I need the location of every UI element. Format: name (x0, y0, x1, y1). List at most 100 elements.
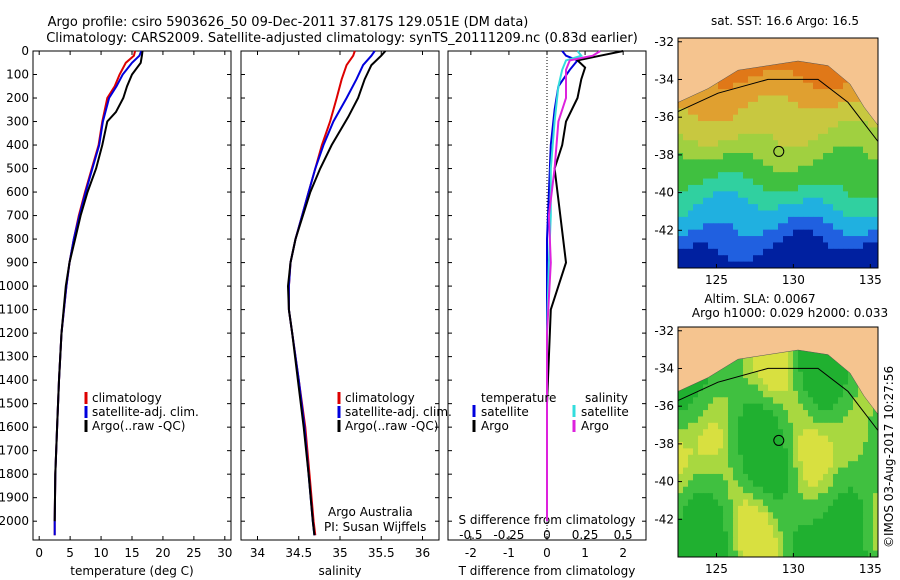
map-cell (843, 153, 849, 160)
map-cell (693, 473, 699, 481)
map-cell (848, 165, 854, 173)
map-cell (758, 358, 764, 366)
map-cell (818, 197, 824, 205)
map-cell (678, 261, 684, 269)
map-cell (768, 191, 774, 199)
map-cell (768, 473, 774, 481)
map-cell (718, 242, 724, 250)
map-cell (753, 153, 759, 160)
map-cell (848, 153, 854, 160)
map-cell (723, 467, 729, 475)
map-cell (858, 410, 864, 417)
pi-text: PI: Susan Wijffels (324, 520, 426, 534)
map-cell (718, 371, 724, 379)
map-cell (828, 133, 834, 141)
map-cell (798, 89, 804, 96)
map-cell (753, 461, 759, 468)
map-cell (863, 429, 869, 437)
map-cell (773, 544, 779, 552)
map-cell (743, 172, 749, 179)
map-cell (873, 435, 879, 443)
map-cell (718, 493, 724, 500)
map-cell (833, 184, 839, 192)
map-cell (808, 544, 814, 552)
map-y-tick-label: -32 (654, 324, 674, 338)
map-cell (678, 429, 684, 437)
map-cell (828, 397, 834, 405)
map-cell (783, 429, 789, 437)
map-cell (713, 146, 719, 154)
map-cell (703, 146, 709, 154)
map-cell (853, 480, 859, 488)
map-cell (688, 159, 694, 167)
map-cell (763, 95, 769, 103)
map-cell (843, 178, 849, 186)
map-cell (808, 531, 814, 539)
difference-xlabel: T difference from climatology (458, 564, 636, 578)
map-cell (803, 473, 809, 481)
map-cell (683, 127, 689, 135)
map-cell (773, 518, 779, 526)
map-cell (793, 223, 799, 231)
map-cell (698, 204, 704, 211)
map-cell (803, 184, 809, 192)
map-cell (863, 121, 869, 128)
map-cell (848, 236, 854, 243)
map-cell (783, 499, 789, 507)
map-cell (703, 101, 709, 109)
map-cell (738, 255, 744, 263)
map-cell (793, 204, 799, 211)
map-cell (863, 518, 869, 526)
map-cell (853, 410, 859, 417)
map-cell (743, 89, 749, 96)
map-cell (768, 146, 774, 154)
map-cell (808, 461, 814, 468)
map-cell (778, 216, 784, 224)
map-cell (678, 191, 684, 199)
map-cell (718, 467, 724, 475)
map-cell (828, 435, 834, 443)
map-cell (718, 429, 724, 437)
map-cell (748, 480, 754, 488)
map-cell (788, 242, 794, 250)
map-cell (793, 486, 799, 494)
map-cell (763, 518, 769, 526)
map-cell (793, 537, 799, 545)
map-cell (688, 403, 694, 411)
map-cell (853, 512, 859, 520)
map-cell (693, 248, 699, 256)
map-cell (713, 486, 719, 494)
map-cell (853, 448, 859, 456)
map-cell (823, 101, 829, 109)
map-cell (678, 172, 684, 179)
map-cell (858, 473, 864, 481)
map-cell (848, 422, 854, 430)
map-cell (858, 429, 864, 437)
map-cell (838, 236, 844, 243)
map-cell (708, 236, 714, 243)
map-cell (693, 435, 699, 443)
map-cell (868, 422, 874, 430)
map-cell (758, 531, 764, 539)
map-cell (683, 191, 689, 199)
map-cell (698, 261, 704, 269)
map-cell (778, 165, 784, 173)
map-cell (798, 537, 804, 545)
map-cell (728, 210, 734, 218)
map-cell (723, 499, 729, 507)
map-cell (838, 248, 844, 256)
map-cell (768, 89, 774, 96)
map-cell (803, 133, 809, 141)
map-cell (803, 210, 809, 218)
map-cell (833, 82, 839, 90)
map-cell (798, 121, 804, 128)
map-cell (828, 416, 834, 424)
map-cell (728, 248, 734, 256)
map-cell (733, 358, 739, 366)
x-tick-label: 36 (415, 546, 430, 560)
map-cell (868, 512, 874, 520)
map-cell (748, 422, 754, 430)
map-cell (678, 165, 684, 173)
map-cell (738, 365, 744, 373)
map-cell (768, 210, 774, 218)
